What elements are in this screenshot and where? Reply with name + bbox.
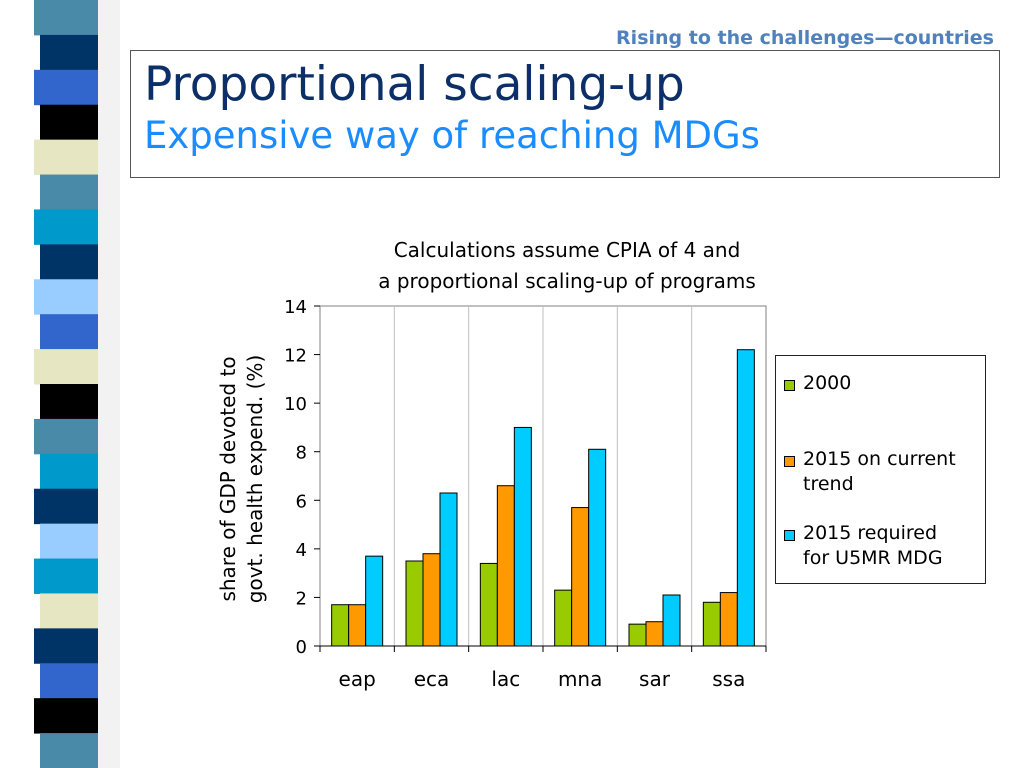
strip-block xyxy=(40,663,98,699)
strip-block xyxy=(40,104,98,141)
strip-block xyxy=(34,139,98,176)
legend-swatch xyxy=(784,456,795,467)
legend-label: 2000 xyxy=(803,372,852,394)
chart-legend: 2000 2015 on current trend 2015 required f… xyxy=(775,355,986,584)
bar xyxy=(736,349,755,647)
y-tick-label: 12 xyxy=(284,346,307,367)
strip-block xyxy=(40,34,98,71)
strip-block xyxy=(34,488,98,525)
y-tick-label: 6 xyxy=(296,491,307,512)
strip-block xyxy=(40,593,98,629)
strip-block xyxy=(34,349,98,385)
y-axis-label-line: share of GDP devoted to xyxy=(216,356,240,601)
strip-block xyxy=(34,0,98,36)
bar xyxy=(365,555,384,647)
strip-block xyxy=(40,384,98,420)
strip-block xyxy=(40,314,98,350)
strip-block xyxy=(40,733,98,768)
y-tick-label: 10 xyxy=(284,394,307,415)
chart-title-line: Calculations assume CPIA of 4 and xyxy=(394,238,741,262)
y-tick-label: 4 xyxy=(296,540,307,561)
bar xyxy=(702,601,721,647)
y-axis-label-line: govt. health expend. (%) xyxy=(243,355,267,603)
decorative-strip xyxy=(34,0,120,768)
strip-block xyxy=(40,453,98,490)
strip-block xyxy=(34,698,98,734)
legend-label: 2015 on current trend xyxy=(803,448,956,495)
strip-block xyxy=(34,418,98,455)
slide-subtitle: Expensive way of reaching MDGs xyxy=(144,114,760,157)
bar xyxy=(439,492,458,647)
x-tick-label: lac xyxy=(491,667,520,691)
strip-block xyxy=(34,558,98,594)
y-tick-label: 8 xyxy=(296,443,307,464)
strip-block xyxy=(40,174,98,210)
bar xyxy=(331,604,350,647)
x-tick-label: eca xyxy=(414,667,450,691)
bar xyxy=(719,592,738,647)
bar xyxy=(405,560,424,647)
strip-block xyxy=(40,244,98,280)
slide-title: Proportional scaling-up xyxy=(144,57,685,112)
bar xyxy=(348,604,367,647)
bar xyxy=(588,448,607,647)
bar xyxy=(496,485,515,647)
x-tick-label: sar xyxy=(639,667,671,691)
x-tick-label: eap xyxy=(339,667,376,691)
bar xyxy=(554,589,573,647)
bar xyxy=(645,621,664,647)
header-tagline: Rising to the challenges—countries xyxy=(616,27,994,49)
title-box: Proportional scaling-up Expensive way of… xyxy=(130,50,1000,178)
legend-swatch xyxy=(784,530,795,541)
bar xyxy=(513,426,532,647)
strip-block xyxy=(34,279,98,315)
legend-swatch xyxy=(784,380,795,391)
legend-label: 2015 required for U5MR MDG xyxy=(803,522,943,569)
chart-title-line: a proportional scaling-up of programs xyxy=(378,269,756,293)
bar xyxy=(571,507,590,647)
bar xyxy=(628,623,647,647)
y-tick-label: 2 xyxy=(296,588,307,609)
strip-block xyxy=(34,628,98,664)
strip-block xyxy=(34,209,98,245)
y-tick-label: 0 xyxy=(296,637,307,658)
y-tick-label: 14 xyxy=(284,297,307,318)
x-tick-label: ssa xyxy=(712,667,745,691)
x-tick-label: mna xyxy=(558,667,602,691)
strip-block xyxy=(34,69,98,106)
bar xyxy=(422,553,441,647)
bar xyxy=(479,562,498,647)
strip-block xyxy=(40,523,98,560)
strip-shadow xyxy=(98,0,120,768)
bar xyxy=(662,594,681,647)
